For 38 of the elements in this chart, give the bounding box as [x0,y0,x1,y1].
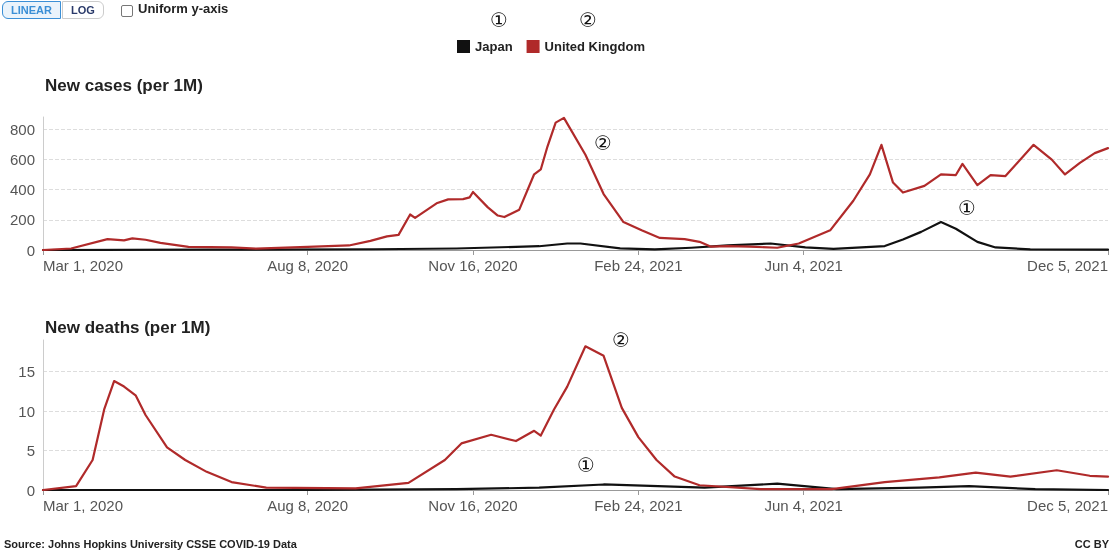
annotation: ② [612,328,630,352]
text: ② [579,8,597,32]
x-tick-label: Feb 24, 2021 [594,257,683,274]
y-tick-label: 600 [9,150,35,168]
line-series [41,116,1110,252]
x-tick-label: Mar 1, 2020 [43,497,124,514]
y-tick-label: 0 [26,481,35,499]
y-tick-label: 200 [9,211,35,229]
x-tick-label: Dec 5, 2021 [1027,497,1108,514]
x-tick-label: Mar 1, 2020 [43,257,124,274]
x-tick-label: Dec 5, 2021 [1027,257,1108,274]
y-tick-label: 10 [18,402,35,420]
annotation: ① [577,453,595,477]
y-tick-label: 800 [9,120,35,138]
y-tick-label: 15 [18,363,35,381]
x-tick-label: Nov 16, 2020 [428,497,518,514]
y-tick-label: 0 [26,241,35,259]
text: CC BY [1074,538,1109,550]
text: Uniform y-axis [138,1,229,16]
x-tick-label: Aug 8, 2020 [267,497,349,514]
legend-label: Japan [475,39,513,54]
x-tick-label: Feb 24, 2021 [594,497,683,514]
toggle-button: LINEAR [2,1,61,19]
legend-label: United Kingdom [544,39,645,54]
chart-title: New cases (per 1M) [45,76,203,95]
line-series [41,345,1110,492]
y-tick-label: 5 [26,442,35,460]
chart-title: New deaths (per 1M) [45,318,211,337]
source-note: Source: Johns Hopkins University CSSE COVID-19 Data [4,538,297,550]
x-tick-label: Aug 8, 2020 [267,257,349,274]
text: ① [490,8,508,32]
annotation: ① [958,196,976,220]
annotation: ② [594,131,612,155]
y-tick-label: 400 [9,181,35,199]
x-tick-label: Jun 4, 2021 [764,497,843,514]
x-tick-label: Jun 4, 2021 [764,257,843,274]
x-tick-label: Nov 16, 2020 [428,257,518,274]
toggle-button-right: LOG [62,1,104,19]
